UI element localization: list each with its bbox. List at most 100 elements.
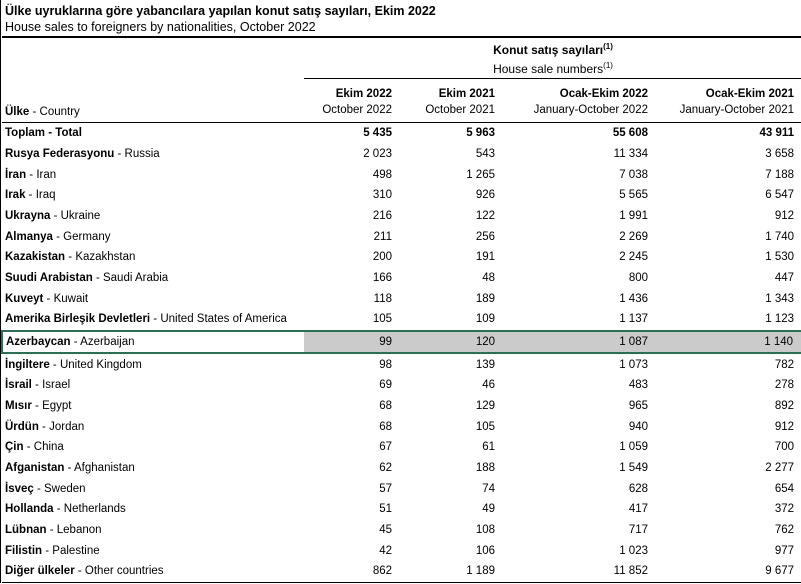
value-cell: 278 bbox=[774, 379, 795, 392]
country-column-header: Ülke - Country bbox=[2, 37, 304, 123]
country-cell: Kazakistan - Kazakhstan bbox=[5, 251, 136, 264]
table-row: Diğer ülkeler - Other countries 862 1 189 1… bbox=[2, 561, 801, 583]
value-cell: 912 bbox=[774, 210, 795, 223]
value-cell: 892 bbox=[774, 400, 795, 413]
column-header-ocak-ekim-2021: Ocak-Ekim 2021 January-October 2021 bbox=[656, 78, 801, 123]
country-cell: Azerbaycan - Azerbaijan bbox=[1, 330, 304, 354]
value-cell: 700 bbox=[774, 441, 795, 454]
value-cell: 48 bbox=[482, 272, 495, 285]
group-header-tr: Konut satış sayıları(1) bbox=[493, 42, 613, 58]
table-row-highlighted: Azerbaycan - Azerbaijan 99 120 1 087 1 140 bbox=[1, 330, 801, 354]
country-cell: Çin - China bbox=[5, 441, 64, 454]
value-cell: 62 bbox=[379, 462, 392, 475]
value-cell: 49 bbox=[482, 503, 495, 516]
country-cell: Almanya - Germany bbox=[5, 230, 111, 243]
country-cell: İsrail - Israel bbox=[5, 379, 71, 392]
value-cell: 782 bbox=[774, 358, 795, 371]
value-cell: 762 bbox=[774, 524, 795, 537]
value-cell: 483 bbox=[628, 379, 648, 392]
value-cell: 940 bbox=[628, 420, 648, 433]
page-title: Ülke uyruklarına göre yabancılara yapıla… bbox=[5, 4, 436, 18]
value-cell: 189 bbox=[475, 292, 495, 305]
column-header-ocak-ekim-2022: Ocak-Ekim 2022 January-October 2022 bbox=[503, 78, 656, 123]
country-cell: İsveç - Sweden bbox=[5, 482, 86, 495]
table-row: İngiltere - United Kingdom 98 139 1 073 782 bbox=[2, 353, 801, 375]
country-cell: Rusya Federasyonu - Russia bbox=[5, 148, 160, 160]
value-cell: 5 435 bbox=[363, 127, 392, 140]
country-cell: Mısır - Egypt bbox=[5, 400, 72, 413]
value-cell: 1 530 bbox=[765, 251, 795, 264]
value-cell: 106 bbox=[475, 544, 495, 557]
country-cell: Filistin - Palestine bbox=[5, 544, 100, 557]
table-row: İran - Iran 498 1 265 7 038 7 188 bbox=[2, 164, 801, 185]
value-cell: 99 bbox=[304, 330, 400, 354]
value-cell: 61 bbox=[482, 441, 495, 454]
value-cell: 654 bbox=[774, 482, 795, 495]
table-row: Ürdün - Jordan 68 105 940 912 bbox=[2, 416, 801, 437]
value-cell: 2 269 bbox=[619, 230, 648, 243]
value-cell: 105 bbox=[475, 420, 495, 433]
table-row: Kazakistan - Kazakhstan 200 191 2 245 1 530 bbox=[2, 247, 801, 268]
value-cell: 11 852 bbox=[613, 565, 648, 578]
value-cell: 1 123 bbox=[765, 313, 795, 326]
value-cell: 2 023 bbox=[363, 148, 392, 160]
value-cell: 139 bbox=[475, 358, 495, 371]
value-cell: 216 bbox=[372, 210, 392, 223]
table-row: Suudi Arabistan - Saudi Arabia 166 48 800 44… bbox=[2, 268, 801, 289]
value-cell: 717 bbox=[628, 524, 648, 537]
table-row: İsrail - Israel 69 46 483 278 bbox=[2, 375, 801, 396]
value-cell: 543 bbox=[475, 148, 495, 160]
value-cell: 862 bbox=[372, 565, 392, 578]
table-row: Afganistan - Afghanistan 62 188 1 549 2 277 bbox=[2, 458, 801, 479]
value-cell: 105 bbox=[372, 313, 392, 326]
table-row: Kuveyt - Kuwait 118 189 1 436 1 343 bbox=[2, 288, 801, 309]
house-sales-table: Ülke - Country Konut satış sayıları(1) H… bbox=[1, 36, 801, 583]
value-cell: 46 bbox=[482, 379, 495, 392]
table-row: Çin - China 67 61 1 059 700 bbox=[2, 437, 801, 458]
value-cell: 120 bbox=[400, 330, 503, 354]
value-cell: 166 bbox=[372, 272, 392, 285]
value-cell: 1 436 bbox=[619, 292, 648, 305]
country-cell: İngiltere - United Kingdom bbox=[5, 358, 142, 371]
country-cell: Toplam - Total bbox=[5, 127, 82, 140]
value-cell: 74 bbox=[482, 482, 495, 495]
value-cell: 98 bbox=[379, 358, 392, 371]
country-cell: Hollanda - Netherlands bbox=[5, 503, 126, 516]
country-cell: Ukrayna - Ukraine bbox=[5, 210, 101, 223]
table-row: Ukrayna - Ukraine 216 122 1 991 912 bbox=[2, 206, 801, 227]
value-cell: 1 140 bbox=[656, 330, 801, 354]
value-cell: 43 911 bbox=[759, 127, 795, 140]
country-cell: Diğer ülkeler - Other countries bbox=[5, 565, 164, 578]
value-cell: 1 087 bbox=[503, 330, 656, 354]
value-cell: 1 549 bbox=[619, 462, 648, 475]
value-cell: 926 bbox=[475, 189, 495, 202]
value-cell: 5 565 bbox=[619, 189, 648, 202]
value-cell: 118 bbox=[373, 292, 392, 305]
value-cell: 3 658 bbox=[765, 148, 795, 160]
country-cell: Suudi Arabistan - Saudi Arabia bbox=[5, 272, 169, 285]
value-cell: 447 bbox=[774, 272, 795, 285]
value-cell: 1 740 bbox=[765, 230, 795, 243]
value-cell: 372 bbox=[774, 503, 795, 516]
value-cell: 6 547 bbox=[765, 189, 795, 202]
value-cell: 211 bbox=[373, 230, 392, 243]
value-cell: 1 265 bbox=[466, 168, 495, 181]
value-cell: 55 608 bbox=[612, 127, 648, 140]
header-separator: - bbox=[29, 106, 40, 118]
value-cell: 256 bbox=[475, 230, 495, 243]
value-cell: 417 bbox=[628, 503, 648, 516]
value-cell: 1 059 bbox=[619, 441, 648, 454]
country-header-tr: Ülke bbox=[5, 106, 30, 118]
value-cell: 310 bbox=[372, 189, 392, 202]
column-header-ekim-2022: Ekim 2022 October 2022 bbox=[304, 78, 400, 123]
value-cell: 1 343 bbox=[765, 292, 795, 305]
value-cell: 188 bbox=[475, 462, 495, 475]
value-cell: 912 bbox=[774, 420, 795, 433]
value-cell: 2 245 bbox=[619, 251, 648, 264]
table-body: Toplam - Total 5 435 5 963 55 608 43 911 Rusy… bbox=[1, 123, 801, 584]
country-cell: Irak - Iraq bbox=[5, 189, 56, 202]
country-cell: İran - Iran bbox=[5, 168, 57, 181]
value-cell: 628 bbox=[628, 482, 648, 495]
title-block: Ülke uyruklarına göre yabancılara yapıla… bbox=[1, 0, 801, 36]
